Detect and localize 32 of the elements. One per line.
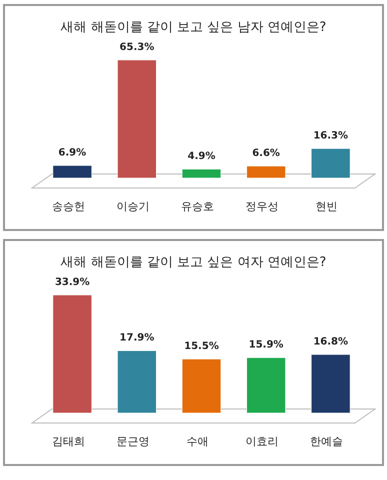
x-tick-label: 이효리 [246,435,279,448]
bar [117,350,157,414]
bar [52,294,92,414]
x-tick-label: 수애 [186,435,208,448]
bar [182,358,222,414]
x-tick-label: 이승기 [116,200,150,213]
data-label: 16.8% [313,336,348,348]
chart-title: 새해 해돋이를 같이 보고 싶은 여자 연예인은? [60,255,326,270]
data-label: 6.6% [252,148,280,160]
chart-title: 새해 해돋이를 같이 보고 싶은 남자 연예인은? [60,20,326,35]
bar [246,166,286,178]
bar [182,168,222,178]
data-label: 4.9% [188,151,216,162]
data-label: 33.9% [54,277,90,288]
data-label: 65.3% [120,42,154,53]
x-tick-label: 김태희 [52,435,85,448]
bar [311,148,350,178]
x-tick-label: 유승호 [181,200,214,213]
x-tick-label: 송승헌 [52,200,85,213]
bar [311,354,350,414]
bar [246,357,286,414]
x-tick-label: 문근영 [116,435,150,448]
data-label: 15.9% [248,340,284,351]
bar [117,60,157,178]
data-label: 15.5% [184,341,219,352]
data-label: 17.9% [120,332,154,344]
data-label: 16.3% [313,130,348,142]
data-label: 6.9% [58,148,86,159]
bar [52,165,92,178]
x-tick-label: 현빈 [316,200,338,213]
x-tick-label: 정우성 [246,200,279,213]
x-tick-label: 한예슬 [310,435,344,448]
